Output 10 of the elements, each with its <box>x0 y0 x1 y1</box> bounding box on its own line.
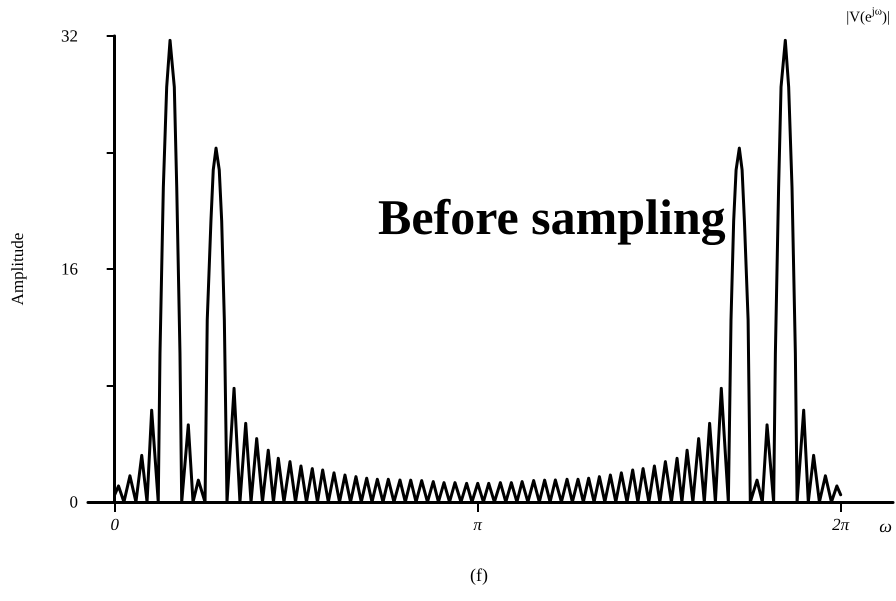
y-tick-label: 0 <box>70 492 78 512</box>
x-tick-label: π <box>473 515 482 534</box>
x-tick-label: 0 <box>110 515 120 534</box>
x-axis-title: ω <box>879 516 892 536</box>
text: (f) <box>470 565 488 585</box>
y-tick-label: 32 <box>61 26 78 46</box>
y-axis-title: Amplitude <box>8 232 27 306</box>
x-tick-label: 2π <box>832 515 850 534</box>
y-tick-label: 16 <box>61 260 78 278</box>
annotation: Before sampling <box>378 189 726 246</box>
